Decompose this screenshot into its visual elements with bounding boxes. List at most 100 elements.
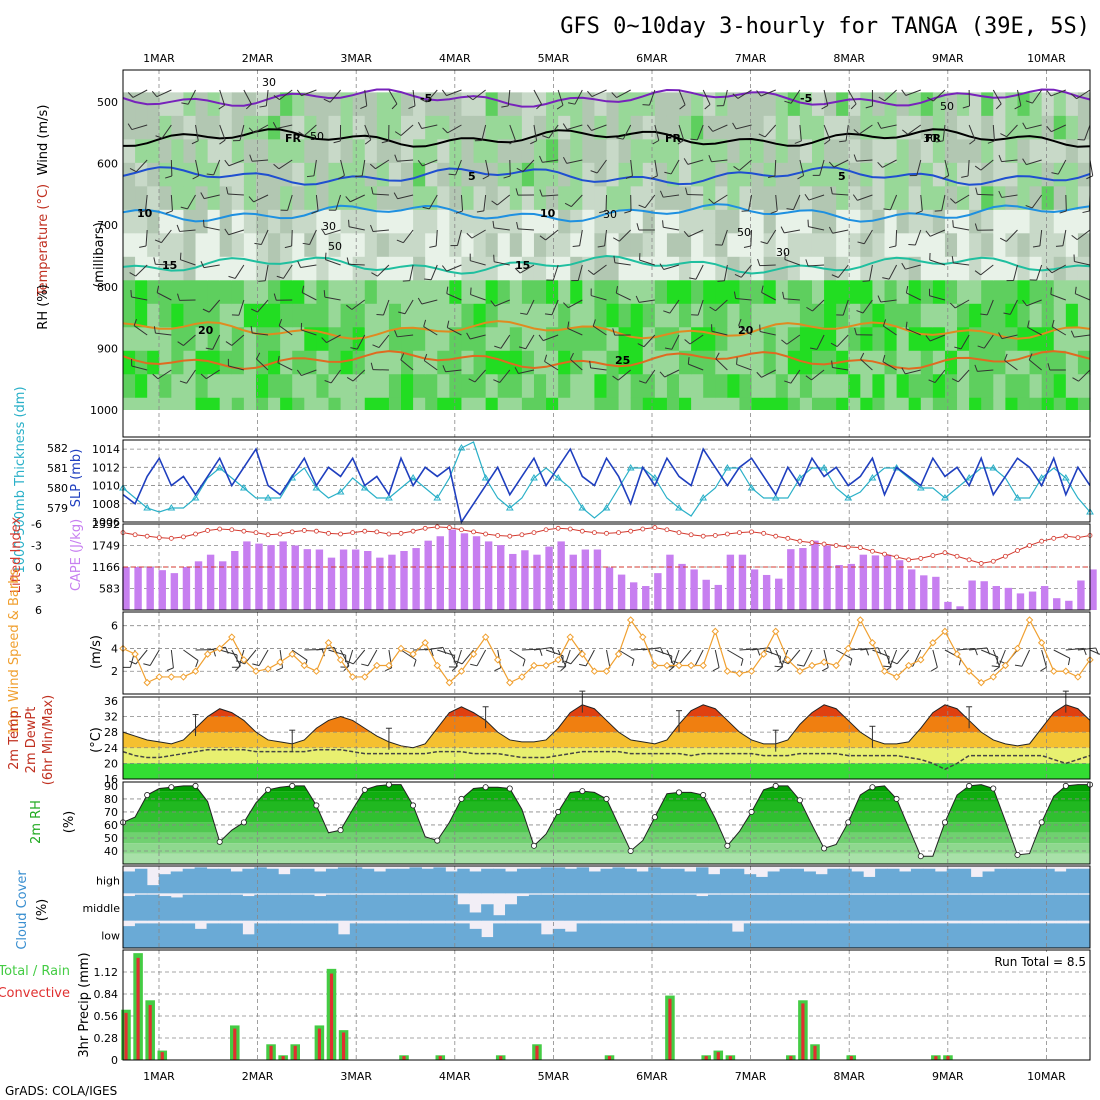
cloud-low-bar [600,923,613,948]
surface-wind-barb [932,649,938,668]
rh-shade-cell [957,92,970,117]
wind-speed-marker [1050,667,1058,675]
rh-shade-cell [497,350,511,375]
rh-shade-cell [413,350,426,375]
upper-wind-barb-flag [200,261,205,268]
rh-shade-cell [231,139,245,164]
pressure-tick-label: 900 [97,342,118,355]
rh-shade-cell [546,162,559,187]
cape-bar [787,549,795,610]
upper-wind-barb-flag [806,306,813,312]
cloud-middle-bar [457,904,470,921]
rh-shade-cell [425,256,438,281]
temp-band [123,704,1090,717]
rh-shade-cell [219,374,233,399]
rh-shade-cell [582,186,596,211]
precip-tick-label: 0 [111,1054,118,1067]
upper-wind-barb [596,159,607,174]
rh-shade-cell [461,256,475,281]
surface-wind-barb-flag [455,660,463,665]
rh-shade-cell [703,350,716,375]
surface-wind-barb-flag [195,660,199,668]
rh-shade-cell [715,280,728,305]
rh-shade-cell [437,92,450,117]
rh-shade-cell [860,115,874,140]
rh-shade-cell [582,233,596,258]
rh-shade-cell [727,92,741,117]
rh-shade-cell [582,162,596,187]
upper-wind-barb-flag [345,196,351,203]
rh-shade-cell [304,115,317,140]
cloud-high-bar [134,868,148,894]
cape-bar [678,563,686,610]
upper-wind-barb-flag [882,319,887,327]
rh-shade-cell [811,233,825,258]
wind-speed-marker [892,673,901,681]
rh-shade-cell [642,115,656,140]
upper-wind-barb-flag [877,161,883,168]
upper-wind-barb-flag [877,121,882,129]
cloud-high-bar [469,871,482,894]
upper-wind-barb-flag [442,127,448,134]
rh-shade-cell [848,350,861,375]
upper-wind-barb [500,334,511,349]
surface-wind-barb [694,649,704,667]
rh-shade-cell [679,186,692,211]
rh-shade-cell [763,92,777,117]
wind-speed-marker [240,656,248,664]
surface-wind-barb-flag [781,660,789,665]
wind-frame [122,611,1091,695]
upper-wind-barb [361,159,366,176]
rh-shade-cell [195,374,209,399]
rh-shade-cell [618,256,632,281]
upper-wind-barb-flag [491,200,498,206]
rh-shade-cell [618,209,632,234]
upper-wind-barb [570,194,583,207]
rh-marker [893,795,900,802]
surface-wind-barb [279,649,284,668]
upper-wind-barb [1062,229,1067,246]
rh-shade-cell [932,233,946,258]
lifted-index-marker [688,532,694,538]
cloud-low-bar [719,923,733,948]
temp-tick-label: 16 [104,773,118,786]
surface-wind-barb [642,647,661,651]
cloud-level-label: high [96,875,120,888]
upper-wind-barb-flag [856,310,864,314]
cape-bar [255,543,263,610]
upper-wind-barb [906,292,921,301]
upper-wind-barb-flag [942,175,949,180]
rh-shade-cell [340,350,354,375]
rh-shade-cell [1077,233,1091,258]
upper-wind-barb [1027,326,1042,336]
thickness-marker [239,484,248,491]
cloud-middle-bar [230,894,243,921]
rh-shade-cell [473,327,487,352]
cloud-high-bar [875,868,888,894]
rh-shade-cell [437,209,450,234]
upper-wind-barb-flag [685,187,688,195]
upper-wind-barb-flag [659,371,666,378]
rh-shade-cell [304,209,317,234]
upper-wind-barb-flag [761,285,764,293]
upper-wind-barb [352,369,366,382]
rh-shade-cell [340,303,354,328]
cloud-middle-bar [910,894,924,921]
cloud-low-bar [755,923,769,948]
rh-shade-cell [751,303,765,328]
upper-wind-barb-flag [376,314,384,316]
rh-shade-cell [509,115,523,140]
pressure-tick-label: 1000 [90,404,118,417]
upper-wind-barb-flag [707,125,714,132]
rh-shade-cell [1029,303,1043,328]
rh-shade-cell [364,162,378,187]
rh-shade-cell [1065,139,1079,164]
rh-shade-cell [497,256,511,281]
cloud-middle-bar [552,894,566,921]
cloud-high-bar [994,868,1007,894]
rh-shade-cell [618,280,632,305]
upper-wind-barb [304,124,317,136]
rh-shade-cell [449,139,463,164]
upper-wind-barb-flag [369,163,376,170]
upper-wind-barb-flag [400,353,405,360]
